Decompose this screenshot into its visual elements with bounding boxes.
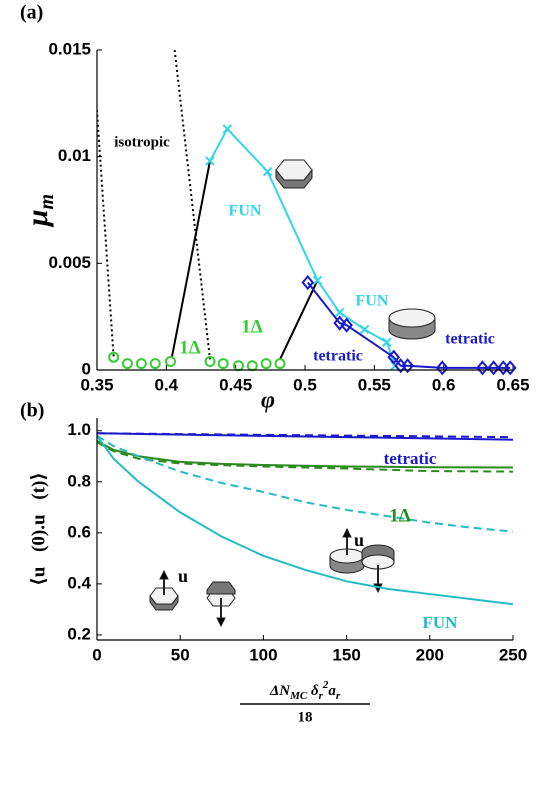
x-tick-label: 250 (499, 645, 527, 664)
series-line (97, 440, 513, 469)
x-tick-label: 0.35 (80, 375, 113, 394)
marker (340, 317, 353, 333)
x-label-part: r (319, 690, 324, 702)
marker (312, 275, 323, 286)
y-axis-label: μm (21, 194, 58, 228)
series-line (97, 435, 513, 606)
marker (359, 324, 370, 335)
disc-pair-icon (329, 527, 395, 594)
y-tick-label: 0.01 (58, 146, 91, 165)
disc-icon (388, 308, 436, 340)
marker (205, 156, 215, 166)
y-label-main: μ (21, 209, 54, 228)
panel-label: (a) (20, 2, 43, 24)
y-label-sub: m (36, 194, 58, 210)
annotation: u⃗ (178, 566, 202, 586)
marker (476, 360, 489, 376)
series-line (279, 279, 319, 360)
annotation: tetratic (384, 449, 437, 468)
marker (204, 355, 216, 367)
x-label-numerator: ΔNMC δr2ar (269, 679, 341, 702)
x-tick-label: 0.65 (496, 375, 529, 394)
marker (274, 358, 286, 370)
marker (301, 274, 315, 291)
y-tick-label: 1.0 (67, 420, 91, 439)
y-tick-label: 0.8 (67, 471, 91, 490)
x-label-denominator: 18 (298, 709, 313, 725)
marker (246, 360, 258, 372)
marker (435, 360, 449, 376)
y-tick-label: 0.6 (67, 522, 91, 541)
plot-area (97, 50, 511, 369)
marker (122, 358, 134, 370)
marker (334, 307, 345, 318)
x-tick-label: 0.4 (155, 375, 179, 394)
series-line (97, 435, 513, 533)
annotation: tetratic (445, 331, 495, 348)
annotation: FUN (423, 613, 459, 632)
marker (149, 358, 161, 370)
x-tick-label: 50 (171, 645, 190, 664)
marker (262, 166, 273, 177)
x-label-part: r (336, 690, 341, 702)
marker (135, 358, 147, 370)
x-tick-label: 0.55 (358, 375, 391, 394)
marker (108, 351, 120, 363)
marker (387, 349, 401, 365)
annotation: 1Δ (241, 316, 263, 337)
series-line (173, 50, 212, 360)
annotation: u⃗ (354, 530, 378, 550)
x-axis-label: φ (261, 388, 275, 414)
marker (382, 337, 392, 347)
panel-label: (b) (20, 400, 44, 422)
marker (333, 315, 346, 331)
series-line (170, 160, 211, 358)
x-tick-label: 0.45 (219, 375, 252, 394)
y-tick-label: 0.4 (67, 573, 91, 592)
marker (222, 124, 233, 134)
hexagon-pair-icon (149, 569, 236, 628)
x-label-part: ΔN (269, 683, 291, 699)
x-tick-label: 0.6 (432, 375, 456, 394)
annotation: isotropic (114, 134, 170, 150)
marker (401, 358, 414, 374)
series-line (97, 96, 115, 358)
series-line (209, 127, 397, 367)
marker (503, 360, 517, 376)
x-label-part: 2 (322, 679, 329, 691)
y-tick-label: 0.015 (48, 39, 91, 58)
marker (260, 358, 272, 370)
annotation: FUN (229, 203, 262, 220)
annotation: tetratic (313, 348, 363, 365)
x-label-part: a (328, 683, 336, 699)
y-tick-label: 0.005 (48, 253, 91, 272)
series-line (97, 432, 513, 441)
x-tick-label: 100 (249, 645, 277, 664)
y-tick-label: 0 (82, 359, 91, 378)
annotation: FUN (356, 293, 389, 310)
annotation: 1Δ (179, 337, 201, 358)
plot-area (97, 432, 513, 606)
y-tick-label: 0.2 (67, 624, 91, 643)
y-axis-label: ⟨u⃗(0).u⃗(t)⟩ (28, 472, 49, 586)
marker (164, 355, 176, 367)
marker (487, 360, 500, 376)
hexagon-icon (275, 159, 313, 189)
marker (217, 358, 229, 370)
annotation: 1Δ (389, 505, 411, 526)
x-label-part: MC (289, 690, 308, 702)
x-tick-label: 150 (332, 645, 360, 664)
x-tick-label: 0.5 (293, 375, 317, 394)
x-tick-label: 200 (416, 645, 444, 664)
series-line (97, 441, 513, 473)
x-tick-label: 0 (92, 645, 101, 664)
x-label-part: δ (307, 683, 319, 699)
